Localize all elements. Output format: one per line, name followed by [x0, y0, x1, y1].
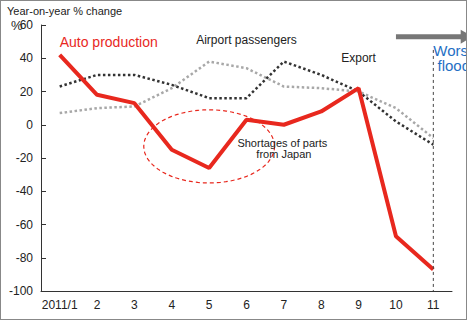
- svg-text:5: 5: [206, 298, 213, 312]
- svg-text:20: 20: [20, 85, 34, 99]
- svg-text:-40: -40: [16, 184, 34, 198]
- svg-text:-80: -80: [16, 251, 34, 265]
- svg-text:Auto production: Auto production: [60, 34, 158, 50]
- svg-text:7: 7: [281, 298, 288, 312]
- svg-text:2011/1: 2011/1: [42, 298, 78, 312]
- svg-text:2: 2: [94, 298, 101, 312]
- svg-text:Export: Export: [341, 51, 376, 65]
- svg-text:0: 0: [26, 118, 33, 132]
- svg-text:4: 4: [168, 298, 175, 312]
- svg-text:flood: flood: [433, 57, 466, 74]
- svg-text:11: 11: [427, 298, 440, 312]
- svg-text:3: 3: [131, 298, 138, 312]
- svg-text:40: 40: [20, 51, 34, 65]
- svg-text:from Japan: from Japan: [256, 148, 311, 160]
- svg-text:-100: -100: [9, 284, 33, 298]
- svg-text:Shortages of parts: Shortages of parts: [237, 136, 331, 149]
- svg-text:60: 60: [20, 18, 34, 32]
- svg-text:6: 6: [243, 298, 250, 312]
- svg-text:Year-on-year % change: Year-on-year % change: [7, 5, 122, 17]
- svg-text:-60: -60: [16, 218, 34, 232]
- svg-text:9: 9: [355, 298, 362, 312]
- svg-text:8: 8: [318, 298, 325, 312]
- svg-text:-20: -20: [16, 151, 34, 165]
- svg-text:10: 10: [389, 298, 403, 312]
- svg-text:Airport passengers: Airport passengers: [196, 33, 297, 47]
